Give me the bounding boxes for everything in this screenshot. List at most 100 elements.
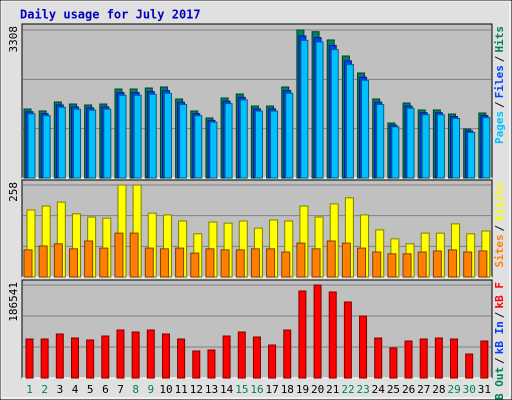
x-tick-label: 24	[372, 383, 386, 396]
y-tick-label: 3308	[7, 26, 20, 53]
bar	[372, 251, 382, 278]
bar	[175, 247, 185, 278]
legend-entry: Files	[493, 65, 506, 98]
bar	[341, 242, 351, 278]
x-tick-label: 17	[266, 383, 279, 396]
bar	[237, 331, 246, 379]
bar	[84, 240, 94, 278]
bar	[345, 64, 354, 179]
bar	[376, 104, 385, 179]
bar	[482, 117, 491, 179]
x-tick-label: 12	[190, 383, 203, 396]
bar	[146, 329, 155, 379]
bar	[361, 79, 370, 179]
bar	[252, 336, 261, 379]
bar	[404, 340, 413, 379]
x-tick-label: 8	[132, 383, 139, 396]
bar	[315, 41, 324, 179]
bar	[254, 110, 263, 179]
bar	[343, 301, 352, 379]
bar	[266, 248, 276, 278]
legend-entry: Visits	[493, 182, 506, 222]
bar	[298, 290, 307, 379]
x-tick-label: 3	[57, 383, 64, 396]
bar	[406, 107, 415, 179]
bar	[86, 339, 95, 379]
legend: kB Out / kB In / kB F	[493, 282, 506, 400]
bar	[207, 349, 216, 379]
bar	[436, 114, 445, 179]
x-tick-label: 5	[87, 383, 94, 396]
bar	[99, 247, 109, 278]
legend-separator: /	[493, 101, 506, 108]
x-tick-label: 2	[41, 383, 48, 396]
legend-entry: kB Out	[493, 367, 506, 400]
x-tick-label: 15	[235, 383, 248, 396]
bar	[53, 243, 63, 278]
x-tick-label: 27	[417, 383, 430, 396]
bar	[239, 99, 248, 179]
x-tick-label: 19	[296, 383, 309, 396]
bar	[250, 248, 260, 278]
bar	[40, 338, 49, 379]
x-tick-label: 21	[326, 383, 339, 396]
bar	[328, 291, 337, 379]
bar	[419, 338, 428, 379]
bar	[57, 106, 66, 179]
bar	[222, 335, 231, 379]
bar	[270, 110, 279, 179]
bar	[129, 232, 139, 278]
bar	[313, 284, 322, 379]
x-tick-label: 28	[432, 383, 445, 396]
bar	[387, 253, 397, 278]
bar	[194, 115, 203, 179]
bar	[133, 94, 142, 179]
legend-entry: Hits	[493, 26, 506, 53]
bar	[190, 252, 200, 278]
bar	[72, 108, 81, 179]
bar	[163, 92, 172, 179]
bar	[450, 338, 459, 379]
bar	[478, 250, 488, 278]
bar	[179, 104, 188, 179]
bar	[402, 253, 412, 278]
x-tick-label: 6	[102, 383, 109, 396]
bar	[374, 337, 383, 379]
x-tick-label: 31	[478, 383, 491, 396]
legend-separator: /	[493, 312, 506, 319]
x-tick-label: 9	[148, 383, 155, 396]
x-tick-label: 26	[402, 383, 415, 396]
bar	[463, 251, 473, 278]
bar	[281, 251, 291, 278]
bar	[311, 248, 321, 278]
x-tick-label: 16	[250, 383, 263, 396]
bar	[68, 248, 78, 278]
bar	[300, 39, 309, 179]
legend-separator: /	[493, 357, 506, 364]
bar	[359, 315, 368, 379]
bar	[101, 335, 110, 379]
bar	[421, 114, 430, 179]
bar	[27, 113, 36, 179]
bar	[357, 247, 367, 278]
legend: Pages / Files / Hits	[493, 26, 506, 144]
x-tick-label: 11	[175, 383, 188, 396]
bar	[235, 249, 245, 278]
x-tick-label: 18	[281, 383, 294, 396]
bar	[23, 249, 33, 278]
bar	[25, 338, 34, 379]
bar	[161, 333, 170, 379]
bar	[480, 340, 489, 379]
bar	[417, 251, 427, 278]
bar	[448, 249, 458, 278]
x-tick-label: 22	[341, 383, 354, 396]
bar	[434, 337, 443, 379]
chart-title: Daily usage for July 2017	[20, 8, 201, 22]
bar	[209, 121, 218, 179]
x-tick-label: 25	[387, 383, 400, 396]
bar	[296, 242, 306, 278]
legend-entry: kB In	[493, 321, 506, 354]
y-tick-label: 186541	[7, 282, 20, 322]
bar	[70, 337, 79, 379]
